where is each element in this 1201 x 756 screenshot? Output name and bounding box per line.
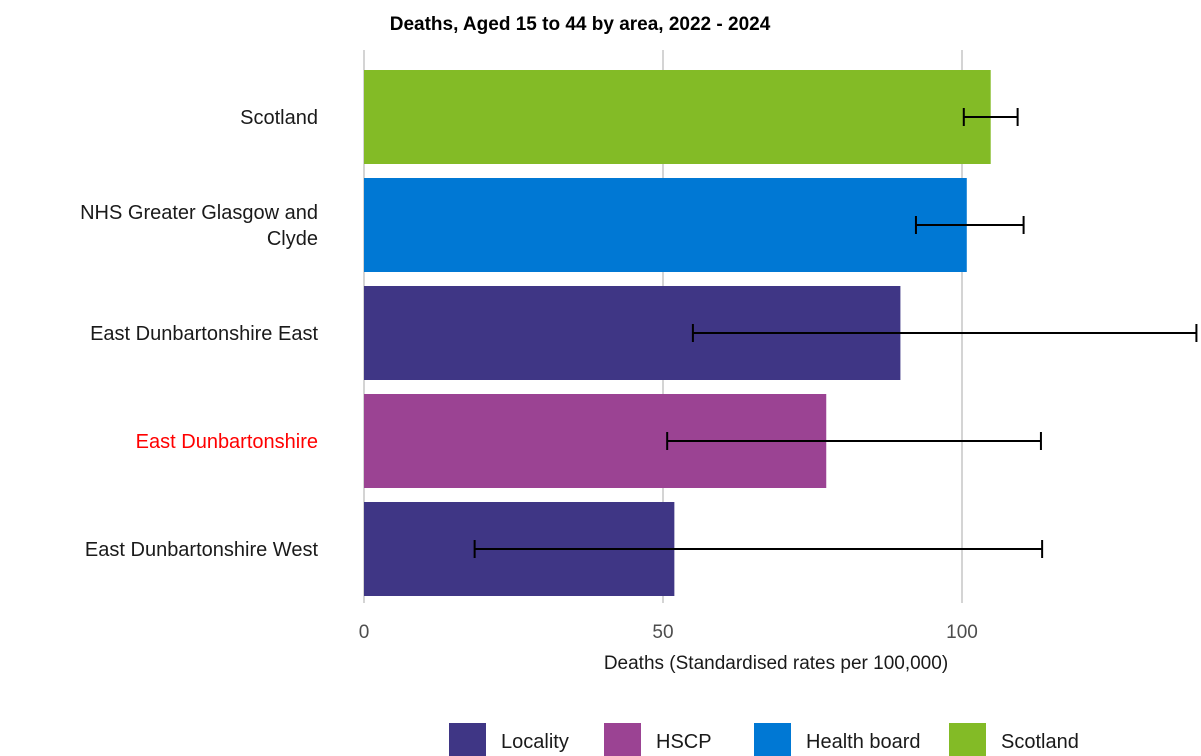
legend-item: Locality xyxy=(449,723,569,756)
legend-label: Locality xyxy=(501,731,569,753)
error-bar xyxy=(666,432,1042,450)
bar xyxy=(364,178,967,272)
x-tick-labels: 0 50 100 xyxy=(359,622,978,643)
category-label: East Dunbartonshire xyxy=(136,431,318,453)
legend: Locality HSCP Health board Scotland xyxy=(449,723,1079,756)
category-label-line: Scotland xyxy=(240,107,318,129)
category-label: Scotland xyxy=(240,107,318,129)
x-tick-label: 50 xyxy=(652,622,673,643)
legend-swatch xyxy=(754,723,791,756)
x-axis-title: Deaths (Standardised rates per 100,000) xyxy=(604,653,948,674)
error-bar xyxy=(691,324,1198,342)
error-bar xyxy=(473,540,1044,558)
category-label-line: East Dunbartonshire East xyxy=(90,323,318,345)
legend-item: Health board xyxy=(754,723,921,756)
category-label-line: Clyde xyxy=(267,228,318,250)
category-label: East Dunbartonshire West xyxy=(85,539,319,561)
x-tick-label: 100 xyxy=(946,622,978,643)
category-label: NHS Greater Glasgow and Clyde xyxy=(80,202,318,250)
legend-swatch xyxy=(449,723,486,756)
error-bars xyxy=(473,108,1198,558)
category-label: East Dunbartonshire East xyxy=(90,323,318,345)
x-tick-label: 0 xyxy=(359,622,370,643)
legend-item: HSCP xyxy=(604,723,712,756)
category-label-line: NHS Greater Glasgow and xyxy=(80,202,318,224)
legend-label: Health board xyxy=(806,731,921,753)
error-bar xyxy=(962,108,1019,126)
category-label-line: East Dunbartonshire West xyxy=(85,539,319,561)
chart-title: Deaths, Aged 15 to 44 by area, 2022 - 20… xyxy=(390,14,771,35)
legend-swatch xyxy=(604,723,641,756)
legend-label: HSCP xyxy=(656,731,712,753)
legend-item: Scotland xyxy=(949,723,1079,756)
error-bar xyxy=(914,216,1025,234)
category-label-line: East Dunbartonshire xyxy=(136,431,318,453)
category-labels: Scotland NHS Greater Glasgow and Clyde East… xyxy=(80,107,318,561)
legend-label: Scotland xyxy=(1001,731,1079,753)
bar xyxy=(364,70,991,164)
legend-swatch xyxy=(949,723,986,756)
